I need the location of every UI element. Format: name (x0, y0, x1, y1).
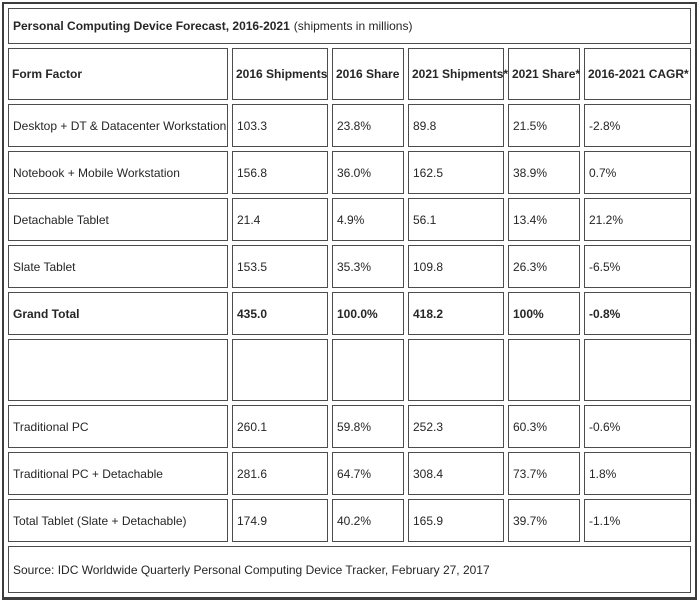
cell-2016-shipments: 103.3 (232, 104, 328, 147)
cell-2016-shipments: 260.1 (232, 405, 328, 448)
table-title: Personal Computing Device Forecast, 2016… (8, 8, 692, 44)
cell-2016-share: 4.9% (332, 198, 404, 241)
cell-2021-share: 21.5% (508, 104, 580, 147)
table-title-subtitle: (shipments in millions) (293, 19, 413, 33)
cell-2016-shipments: 156.8 (232, 151, 328, 194)
table-row: Detachable Tablet 21.4 4.9% 56.1 13.4% 2… (8, 198, 692, 241)
cell-cagr: -6.5% (584, 245, 692, 288)
table-row: Desktop + DT & Datacenter Workstation 10… (8, 104, 692, 147)
cell-2016-shipments: 435.0 (232, 292, 328, 335)
cell-cagr: -0.6% (584, 405, 692, 448)
cell-2016-shipments: 281.6 (232, 452, 328, 495)
cell-2021-shipments (408, 339, 504, 401)
cell-2021-shipments: 165.9 (408, 499, 504, 542)
cell-cagr: -1.1% (584, 499, 692, 542)
table-row: Notebook + Mobile Workstation 156.8 36.0… (8, 151, 692, 194)
table-title-main: Personal Computing Device Forecast, 2016… (13, 19, 290, 33)
row-label: Detachable Tablet (8, 198, 228, 241)
cell-cagr: 21.2% (584, 198, 692, 241)
row-label: Traditional PC (8, 405, 228, 448)
cell-2021-share: 39.7% (508, 499, 580, 542)
table-row (8, 339, 692, 401)
cell-2021-share (508, 339, 580, 401)
row-label: Traditional PC + Detachable (8, 452, 228, 495)
col-header-2016-share: 2016 Share (332, 48, 404, 100)
cell-2016-share: 36.0% (332, 151, 404, 194)
header-row: Form Factor 2016 Shipments 2016 Share 20… (8, 48, 692, 100)
cell-2021-shipments: 162.5 (408, 151, 504, 194)
row-label (8, 339, 228, 401)
cell-2016-share: 100.0% (332, 292, 404, 335)
row-label: Notebook + Mobile Workstation (8, 151, 228, 194)
row-label: Slate Tablet (8, 245, 228, 288)
title-row: Personal Computing Device Forecast, 2016… (8, 8, 692, 44)
cell-2021-share: 100% (508, 292, 580, 335)
cell-2016-shipments: 174.9 (232, 499, 328, 542)
cell-cagr (584, 339, 692, 401)
cell-cagr: 0.7% (584, 151, 692, 194)
cell-2016-share: 23.8% (332, 104, 404, 147)
cell-2021-shipments: 109.8 (408, 245, 504, 288)
col-header-2021-share: 2021 Share* (508, 48, 580, 100)
cell-2016-share: 40.2% (332, 499, 404, 542)
cell-2021-share: 73.7% (508, 452, 580, 495)
cell-2021-shipments: 252.3 (408, 405, 504, 448)
col-header-2021-shipments: 2021 Shipments* (408, 48, 508, 100)
cell-cagr: -0.8% (584, 292, 692, 335)
cell-2016-share: 35.3% (332, 245, 404, 288)
cell-2021-share: 38.9% (508, 151, 580, 194)
cell-2021-share: 26.3% (508, 245, 580, 288)
cell-2021-shipments: 89.8 (408, 104, 504, 147)
col-header-form-factor: Form Factor (8, 48, 228, 100)
row-label: Total Tablet (Slate + Detachable) (8, 499, 228, 542)
cell-2016-shipments: 21.4 (232, 198, 328, 241)
source-note: Source: IDC Worldwide Quarterly Personal… (8, 546, 692, 593)
col-header-2016-shipments: 2016 Shipments (232, 48, 328, 100)
cell-2021-shipments: 418.2 (408, 292, 504, 335)
table-row: Slate Tablet 153.5 35.3% 109.8 26.3% -6.… (8, 245, 692, 288)
cell-2016-shipments (232, 339, 328, 401)
row-label: Desktop + DT & Datacenter Workstation (8, 104, 228, 147)
cell-2016-share: 64.7% (332, 452, 404, 495)
cell-2016-shipments: 153.5 (232, 245, 328, 288)
cell-2016-share: 59.8% (332, 405, 404, 448)
table-row: Traditional PC + Detachable 281.6 64.7% … (8, 452, 692, 495)
cell-2021-shipments: 308.4 (408, 452, 504, 495)
cell-2021-share: 60.3% (508, 405, 580, 448)
cell-cagr: -2.8% (584, 104, 692, 147)
col-header-cagr: 2016-2021 CAGR* (584, 48, 692, 100)
cell-cagr: 1.8% (584, 452, 692, 495)
cell-2021-share: 13.4% (508, 198, 580, 241)
source-row: Source: IDC Worldwide Quarterly Personal… (8, 546, 692, 593)
row-label: Grand Total (8, 292, 228, 335)
table-row: Total Tablet (Slate + Detachable) 174.9 … (8, 499, 692, 542)
table-row: Traditional PC 260.1 59.8% 252.3 60.3% -… (8, 405, 692, 448)
cell-2016-share (332, 339, 404, 401)
table-row: Grand Total 435.0 100.0% 418.2 100% -0.8… (8, 292, 692, 335)
cell-2021-shipments: 56.1 (408, 198, 504, 241)
